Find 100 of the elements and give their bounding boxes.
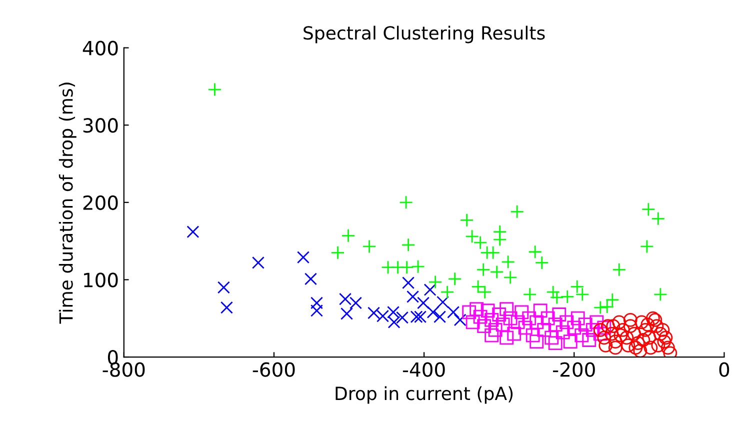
- point: [660, 340, 675, 355]
- point: [518, 320, 532, 335]
- point: [339, 292, 352, 306]
- point: [503, 270, 518, 284]
- point: [330, 246, 345, 260]
- point: [621, 338, 636, 352]
- point: [522, 311, 536, 326]
- point: [503, 311, 518, 326]
- point: [448, 272, 462, 286]
- point: [648, 312, 662, 327]
- point: [252, 256, 264, 269]
- point: [642, 330, 656, 345]
- point: [604, 326, 619, 341]
- point: [582, 333, 596, 347]
- point: [462, 305, 476, 320]
- point: [556, 325, 570, 340]
- y-axis-title: Time duration of drop (ms): [58, 82, 76, 324]
- point: [608, 334, 622, 348]
- point: [548, 318, 562, 332]
- point: [533, 304, 548, 318]
- point: [633, 344, 648, 358]
- point: [501, 254, 516, 269]
- point: [550, 290, 564, 304]
- point: [560, 315, 574, 330]
- point: [598, 338, 613, 352]
- point: [638, 323, 652, 337]
- point: [436, 296, 450, 308]
- point: [486, 246, 500, 260]
- point: [186, 226, 200, 238]
- point: [548, 336, 562, 350]
- point: [296, 251, 310, 264]
- point: [544, 330, 559, 345]
- x-tick-label: -600: [252, 362, 295, 377]
- point: [546, 285, 560, 300]
- point: [466, 315, 480, 330]
- point: [616, 323, 630, 337]
- point: [424, 284, 436, 296]
- point: [480, 304, 495, 318]
- point: [492, 232, 507, 246]
- y-tick-label: 300: [83, 118, 118, 133]
- point: [496, 318, 510, 332]
- point: [597, 320, 612, 335]
- point: [620, 330, 634, 345]
- point: [340, 307, 354, 320]
- point: [401, 238, 416, 252]
- point: [447, 306, 460, 318]
- point: [471, 280, 486, 294]
- point: [362, 240, 376, 254]
- point: [656, 323, 670, 337]
- point: [578, 318, 592, 332]
- point: [440, 285, 454, 300]
- point: [484, 312, 499, 327]
- point: [510, 315, 525, 330]
- point: [460, 213, 474, 228]
- point: [476, 262, 490, 277]
- point: [530, 334, 544, 348]
- point: [651, 338, 666, 352]
- point: [526, 328, 540, 342]
- point: [641, 202, 656, 216]
- point: [570, 311, 585, 326]
- point: [510, 204, 524, 219]
- y-tick-label: 200: [83, 195, 118, 210]
- point: [426, 306, 440, 318]
- point: [657, 334, 672, 348]
- point: [530, 315, 544, 330]
- point: [500, 302, 514, 316]
- point: [590, 315, 604, 330]
- point: [478, 285, 492, 300]
- point: [387, 306, 400, 318]
- point: [507, 326, 522, 341]
- point: [640, 240, 654, 254]
- point: [653, 287, 668, 302]
- point: [640, 318, 655, 332]
- point: [646, 311, 660, 326]
- point: [473, 310, 488, 324]
- point: [217, 281, 230, 294]
- point: [411, 260, 425, 274]
- point: [612, 315, 626, 330]
- point: [614, 328, 628, 342]
- y-tick-label: 400: [82, 40, 118, 56]
- point: [514, 305, 529, 320]
- point: [208, 82, 222, 96]
- point: [663, 346, 678, 358]
- point: [414, 310, 427, 324]
- point: [627, 326, 642, 341]
- point: [570, 280, 584, 294]
- point: [636, 333, 650, 347]
- point: [567, 320, 582, 335]
- point: [310, 296, 324, 310]
- chart-title: Spectral Clustering Results: [304, 26, 545, 44]
- point: [597, 330, 612, 345]
- point: [488, 323, 502, 337]
- point: [490, 265, 504, 279]
- point: [593, 326, 608, 341]
- point: [406, 290, 420, 303]
- point: [644, 340, 658, 355]
- point: [552, 308, 566, 322]
- point: [341, 228, 356, 243]
- y-tick-label: 100: [84, 272, 118, 288]
- point: [537, 323, 552, 337]
